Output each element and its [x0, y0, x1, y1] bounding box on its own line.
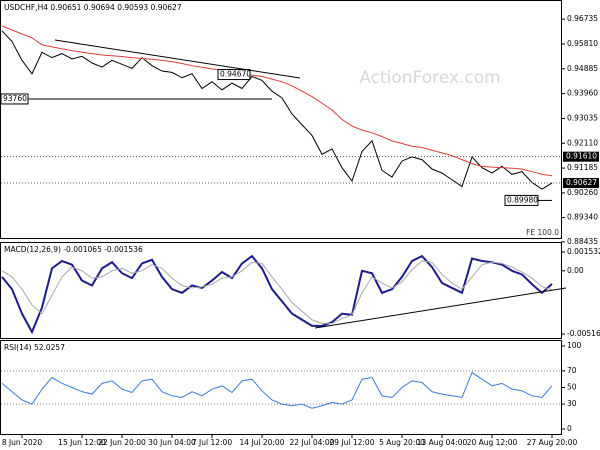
x-tick-label: 20 Aug 12:00 — [467, 438, 518, 447]
x-tick-label: 7 Jul 12:00 — [192, 438, 232, 447]
price-trendline — [54, 39, 301, 79]
y-tick-label: 0.96735 — [567, 14, 598, 23]
macd-trendline — [314, 287, 567, 329]
series-line — [1, 260, 553, 324]
x-tick-label: 14 Jul 20:00 — [240, 438, 285, 447]
y-tick-label: 0.93960 — [567, 89, 598, 98]
note: FE 100.0 — [526, 228, 559, 237]
price-box — [217, 69, 251, 81]
y-tick-label: 70 — [567, 366, 577, 375]
price-box — [563, 151, 599, 162]
y-tick-label: 0.89340 — [567, 213, 598, 222]
x-tick-label: 15 Jun 12:00 — [58, 438, 106, 447]
x-tick-label: 13 Aug 04:00 — [417, 438, 468, 447]
price-label: 93760 — [3, 94, 27, 103]
price-box — [563, 178, 599, 189]
price-label: 0.91610 — [566, 152, 597, 161]
series-line — [1, 371, 553, 409]
price-label: 0.90627 — [566, 178, 597, 187]
y-tick-label: 0.001532 — [567, 247, 600, 256]
y-tick-label: 50 — [567, 383, 577, 392]
x-tick-label: 22 Jul 04:00 — [290, 438, 335, 447]
y-tick-label: 30 — [567, 399, 577, 408]
x-tick-label: 22 Jun 20:00 — [98, 438, 146, 447]
panel-title: USDCHF,H4 0.90651 0.90694 0.90593 0.9062… — [4, 3, 182, 12]
y-tick-label: 0.94885 — [567, 64, 598, 73]
macd-panel — [0, 242, 562, 339]
price-label: 0.94670 — [220, 70, 251, 79]
price-label: 0.89980 — [507, 195, 538, 204]
y-tick-label: 0.00 — [567, 266, 584, 275]
price-panel — [0, 0, 562, 239]
x-tick-label: 30 Jun 04:00 — [148, 438, 196, 447]
series-line — [1, 30, 553, 190]
panel-title: RSI(14) 52.0257 — [4, 343, 65, 352]
y-tick-label: 0.90260 — [567, 188, 598, 197]
y-tick-label: -0.005164 — [567, 329, 600, 338]
y-tick-label: 0 — [567, 424, 572, 433]
y-tick-label: 0.91185 — [567, 163, 598, 172]
y-tick-label: 0.93035 — [567, 113, 598, 122]
x-tick-label: 5 Aug 20:00 — [379, 438, 425, 447]
watermark: ActionForex.com — [359, 68, 500, 88]
rsi-panel — [0, 340, 562, 435]
y-tick-label: 100 — [567, 341, 582, 350]
panel-title: MACD(12,26,9) -0.001065 -0.001536 — [4, 245, 143, 254]
price-box — [504, 194, 539, 206]
plots: USDCHF,H4 0.90651 0.90694 0.90593 0.9062… — [0, 3, 600, 447]
y-tick-label: 0.92110 — [567, 138, 598, 147]
series-line — [1, 254, 553, 335]
y-tick-label: 0.88435 — [567, 237, 598, 246]
series-line — [1, 25, 553, 177]
x-tick-label: 27 Aug 20:00 — [527, 438, 578, 447]
x-tick-label: 29 Jul 12:00 — [330, 438, 375, 447]
y-tick-label: 0.95810 — [567, 39, 598, 48]
x-tick-label: 8 Jun 2020 — [2, 438, 43, 447]
